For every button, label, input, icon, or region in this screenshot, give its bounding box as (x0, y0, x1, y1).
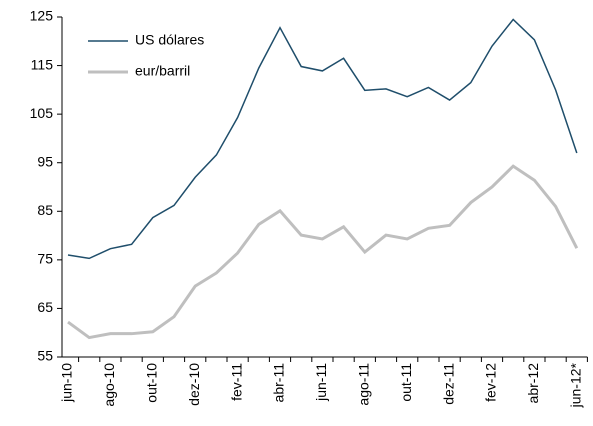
x-tick-label: jun-11 (313, 363, 329, 402)
y-tick-label: 105 (30, 105, 54, 121)
y-tick-label: 75 (37, 251, 53, 267)
legend-label: US dólares (135, 32, 204, 48)
y-tick-label: 85 (37, 202, 53, 218)
series-line (67, 18, 578, 260)
x-tick-label: jun-12* (568, 362, 584, 408)
y-tick-label: 65 (37, 299, 53, 315)
x-tick-label: out-11 (398, 363, 414, 402)
y-tick-label: 55 (37, 348, 53, 364)
y-tick-label: 95 (37, 153, 53, 169)
x-tick-label: abr-12 (525, 363, 541, 404)
x-tick-label: fev-12 (483, 363, 499, 402)
y-tick-label: 125 (30, 8, 54, 24)
x-tick-label: ago-11 (356, 363, 372, 406)
legend-label: eur/barril (135, 63, 190, 79)
x-tick-label: fev-11 (228, 363, 244, 401)
x-tick-label: jun-10 (59, 363, 75, 403)
series-line (67, 164, 579, 340)
x-tick-label: abr-11 (271, 363, 287, 403)
x-tick-label: ago-10 (101, 363, 117, 407)
x-tick-label: dez-11 (440, 363, 456, 405)
y-tick-label: 115 (31, 56, 54, 72)
x-tick-label: dez-10 (186, 363, 202, 406)
x-tick-label: out-10 (144, 363, 160, 403)
